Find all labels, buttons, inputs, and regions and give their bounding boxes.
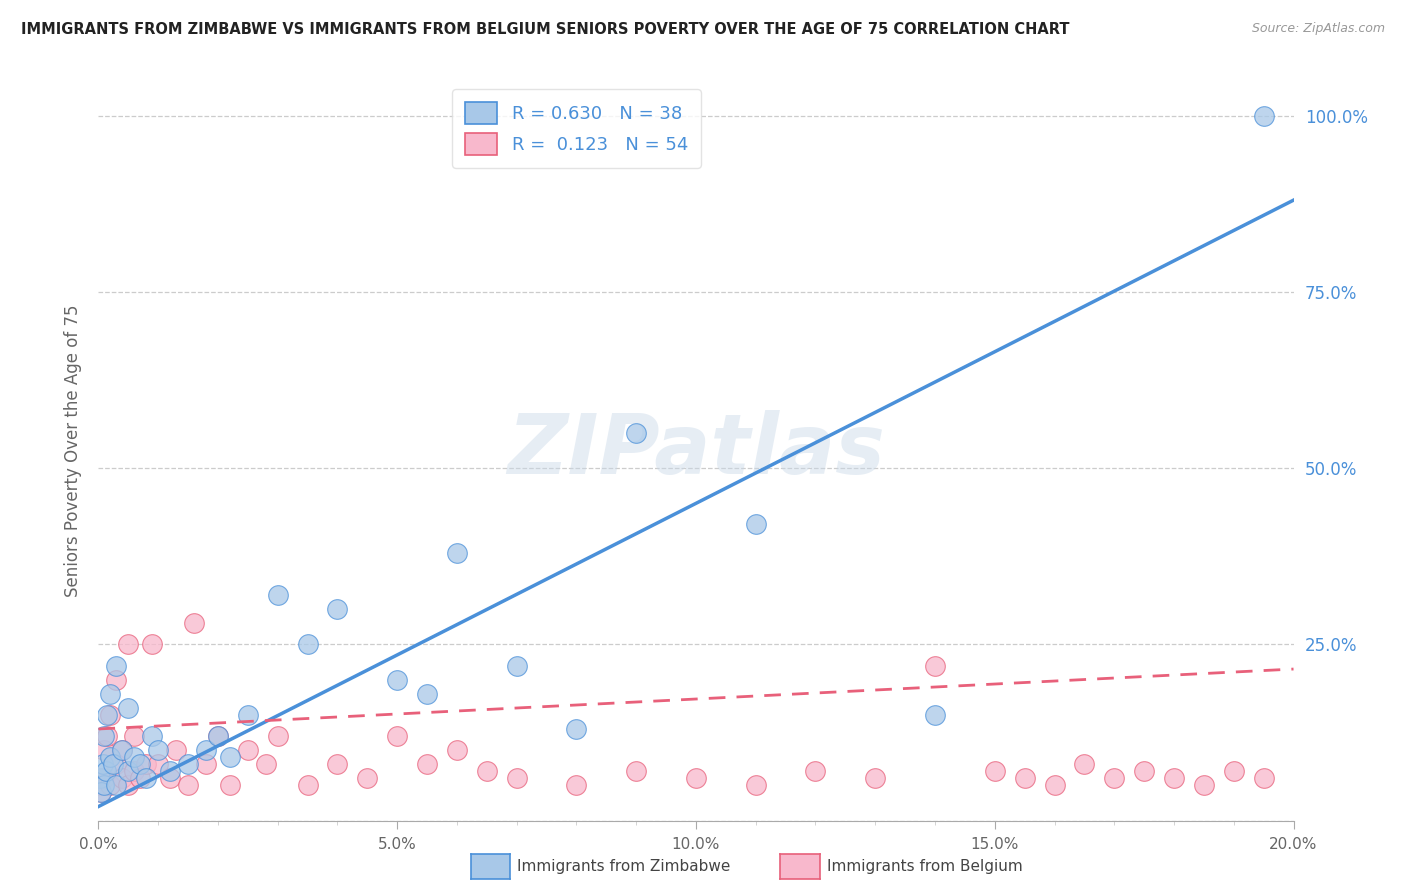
Point — [924, 707, 946, 722]
Point — [446, 546, 468, 560]
Point — [326, 602, 349, 616]
Point — [141, 637, 163, 651]
Point — [506, 658, 529, 673]
Point — [865, 772, 887, 786]
Point — [148, 743, 170, 757]
Point — [685, 772, 707, 786]
Point — [984, 764, 1007, 779]
Point — [111, 743, 134, 757]
Legend: R = 0.630   N = 38, R =  0.123   N = 54: R = 0.630 N = 38, R = 0.123 N = 54 — [453, 89, 700, 168]
Point — [219, 750, 242, 764]
Text: Source: ZipAtlas.com: Source: ZipAtlas.com — [1251, 22, 1385, 36]
Point — [1133, 764, 1156, 779]
Point — [165, 743, 187, 757]
Point — [506, 772, 529, 786]
Point — [219, 778, 242, 792]
Point — [207, 729, 229, 743]
Point — [745, 517, 768, 532]
Point — [177, 757, 200, 772]
Point — [356, 772, 378, 786]
Point — [105, 658, 128, 673]
Point — [745, 778, 768, 792]
Point — [1104, 772, 1126, 786]
Point — [183, 616, 205, 631]
Point — [98, 778, 122, 792]
Point — [103, 757, 125, 772]
Point — [416, 687, 439, 701]
Point — [90, 785, 112, 799]
Point — [94, 764, 117, 779]
Point — [1163, 772, 1185, 786]
Point — [117, 701, 139, 715]
Point — [93, 729, 115, 743]
Point — [446, 743, 468, 757]
Point — [98, 707, 122, 722]
Point — [105, 757, 128, 772]
Point — [1073, 757, 1095, 772]
Point — [924, 658, 946, 673]
Point — [565, 778, 588, 792]
Point — [90, 785, 112, 799]
Point — [93, 743, 115, 757]
Point — [1192, 778, 1215, 792]
Point — [96, 729, 118, 743]
Text: Immigrants from Zimbabwe: Immigrants from Zimbabwe — [517, 859, 731, 873]
Point — [1014, 772, 1036, 786]
Point — [804, 764, 827, 779]
Text: IMMIGRANTS FROM ZIMBABWE VS IMMIGRANTS FROM BELGIUM SENIORS POVERTY OVER THE AGE: IMMIGRANTS FROM ZIMBABWE VS IMMIGRANTS F… — [21, 22, 1070, 37]
Point — [1253, 772, 1275, 786]
Text: Immigrants from Belgium: Immigrants from Belgium — [827, 859, 1022, 873]
Point — [267, 729, 290, 743]
Point — [236, 743, 259, 757]
Point — [111, 743, 134, 757]
Point — [148, 757, 170, 772]
Point — [565, 722, 588, 736]
Point — [141, 729, 163, 743]
Point — [124, 729, 146, 743]
Text: ZIPatlas: ZIPatlas — [508, 410, 884, 491]
Point — [1223, 764, 1246, 779]
Point — [267, 588, 290, 602]
Point — [385, 729, 409, 743]
Point — [135, 772, 157, 786]
Point — [297, 778, 319, 792]
Point — [89, 778, 111, 792]
Point — [117, 778, 139, 792]
Point — [98, 750, 122, 764]
Point — [416, 757, 439, 772]
Point — [254, 757, 277, 772]
Point — [135, 757, 157, 772]
Point — [207, 729, 229, 743]
Point — [89, 772, 111, 786]
Point — [96, 707, 118, 722]
Point — [93, 778, 115, 792]
Point — [117, 637, 139, 651]
Point — [93, 772, 115, 786]
Point — [124, 764, 146, 779]
Y-axis label: Seniors Poverty Over the Age of 75: Seniors Poverty Over the Age of 75 — [65, 304, 83, 597]
Point — [159, 764, 181, 779]
Point — [385, 673, 409, 687]
Point — [195, 757, 218, 772]
Point — [1043, 778, 1066, 792]
Point — [98, 687, 122, 701]
Point — [326, 757, 349, 772]
Point — [626, 764, 648, 779]
Point — [475, 764, 498, 779]
Point — [236, 707, 259, 722]
Point — [297, 637, 319, 651]
Point — [105, 673, 128, 687]
Point — [626, 425, 648, 440]
Point — [159, 772, 181, 786]
Point — [129, 772, 152, 786]
Point — [91, 757, 114, 772]
Point — [1253, 109, 1275, 123]
Point — [117, 764, 139, 779]
Point — [124, 750, 146, 764]
Point — [129, 757, 152, 772]
Point — [105, 778, 128, 792]
Point — [111, 772, 134, 786]
Point — [177, 778, 200, 792]
Point — [195, 743, 218, 757]
